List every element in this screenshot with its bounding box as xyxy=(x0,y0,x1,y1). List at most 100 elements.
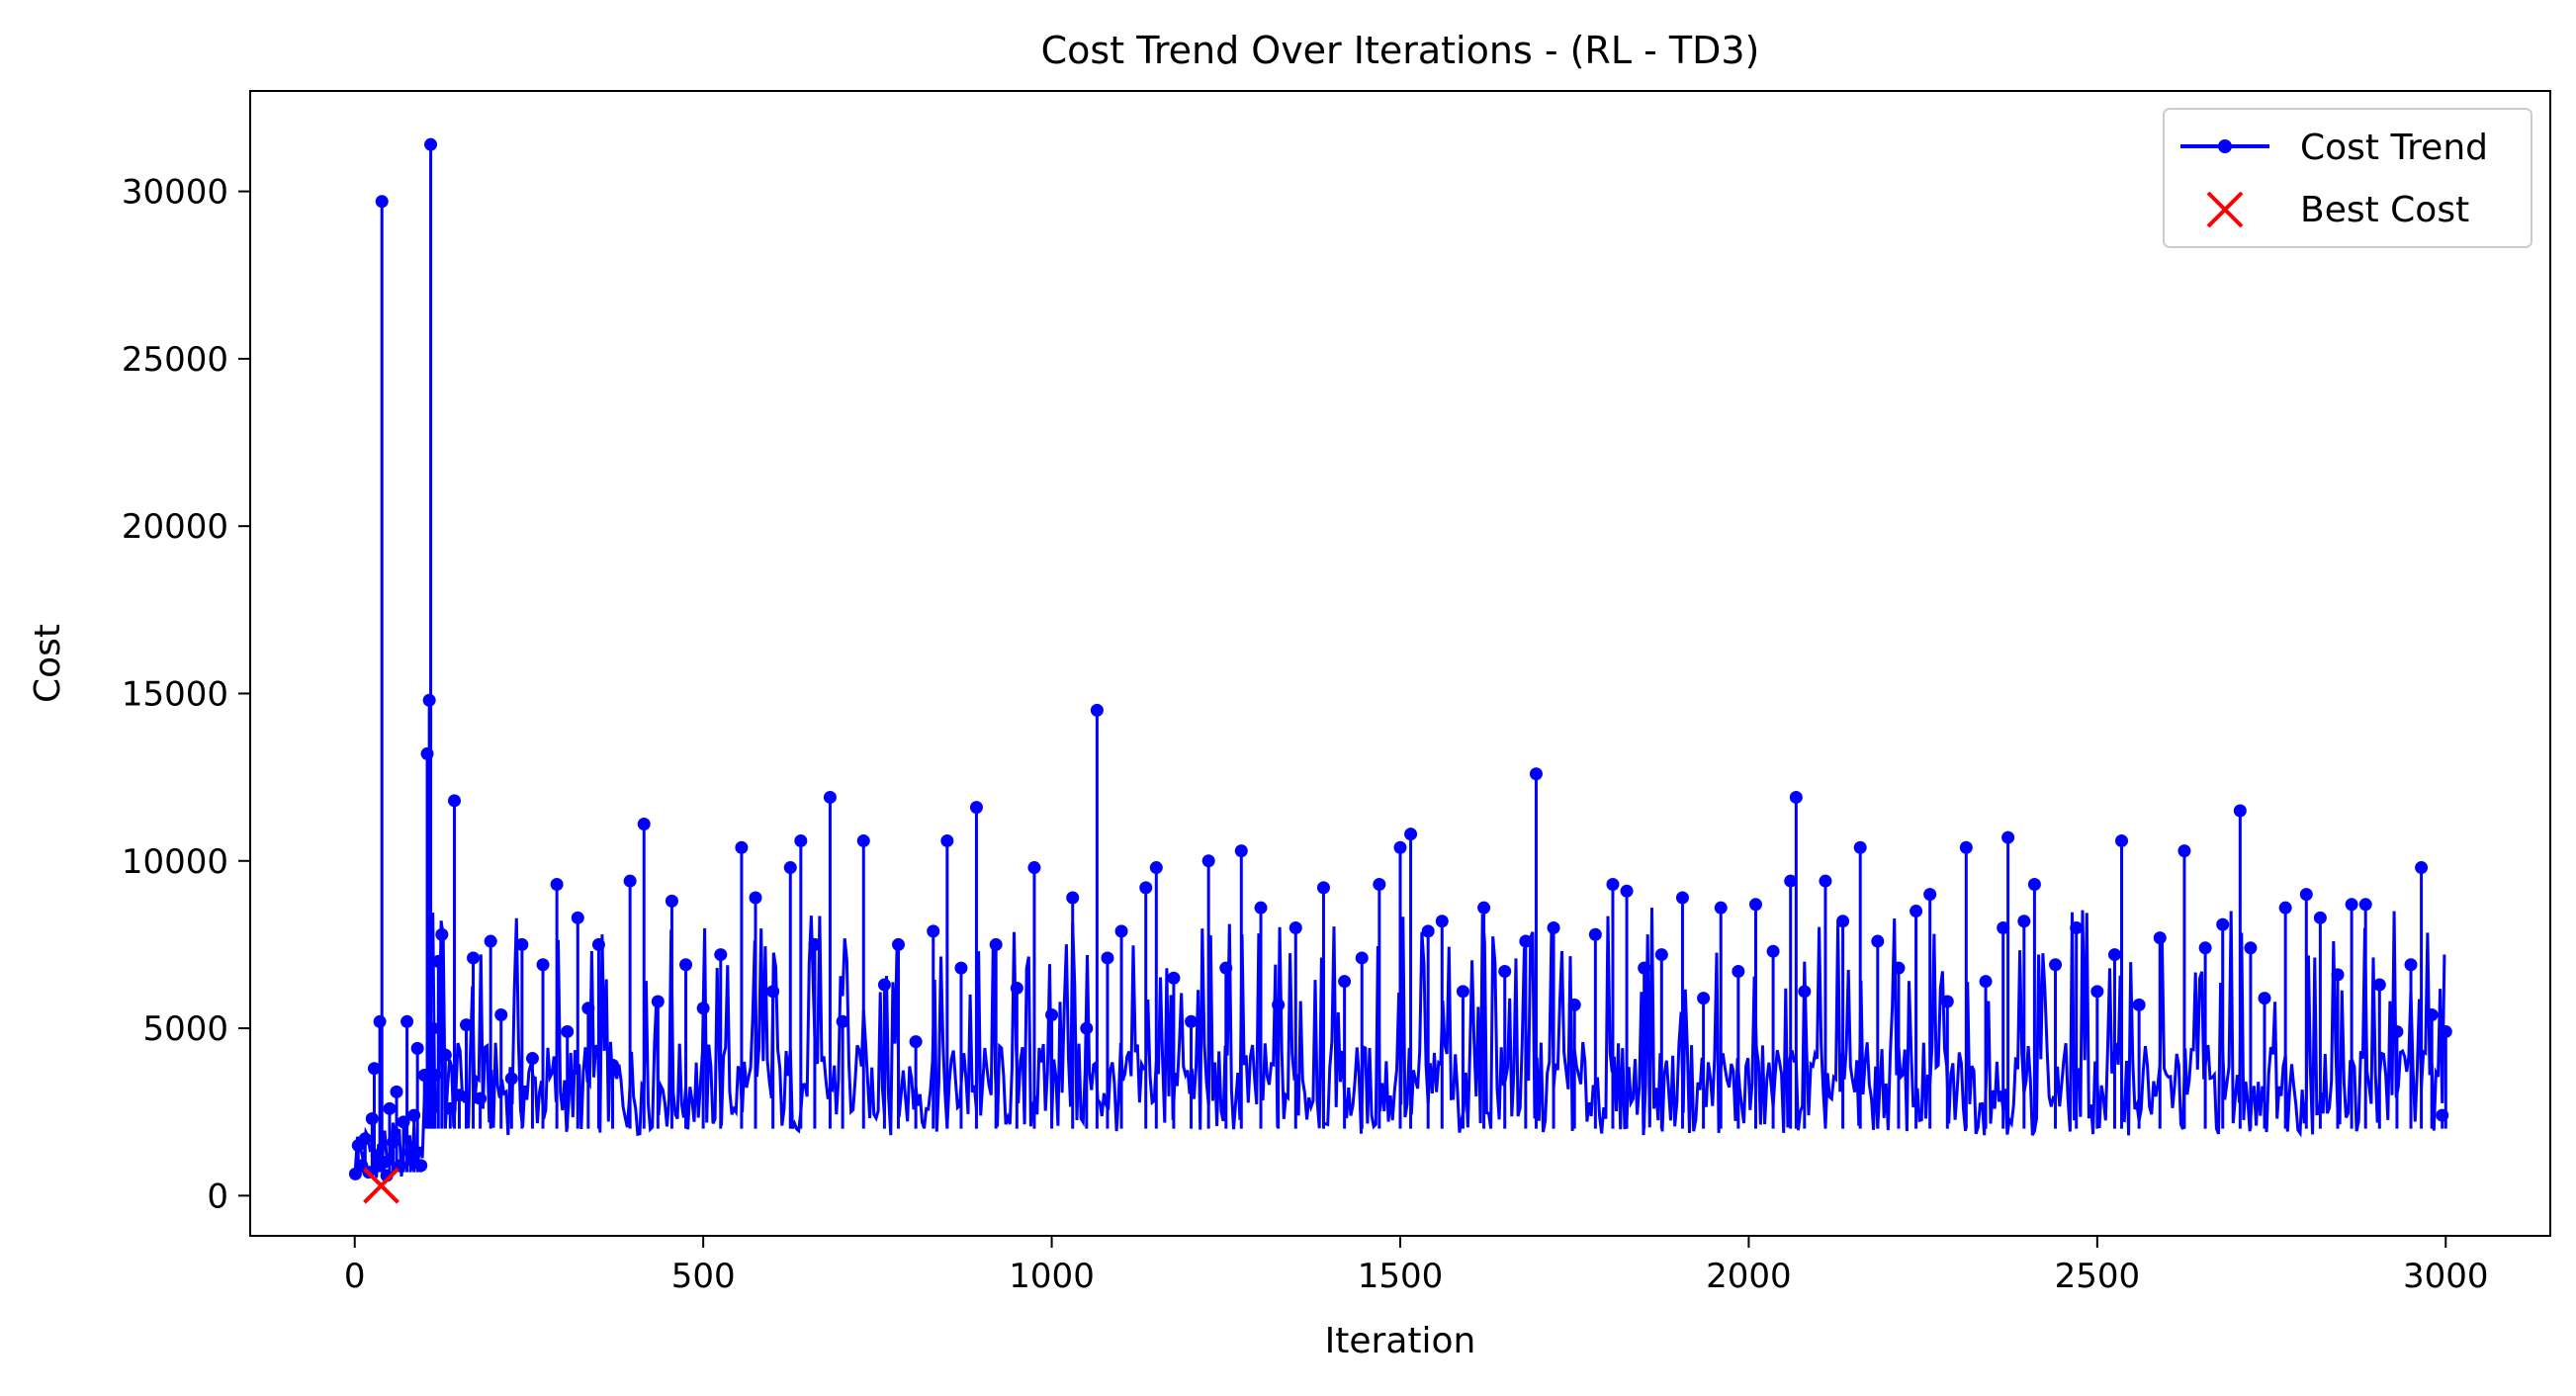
cost-trend-point xyxy=(1871,934,1885,948)
cost-trend-point xyxy=(1234,844,1248,858)
cost-trend-point xyxy=(2153,931,2167,945)
cost-trend-point xyxy=(969,801,983,815)
cost-trend-point xyxy=(452,1089,466,1102)
cost-trend-point xyxy=(1316,881,1330,895)
legend-x-marker xyxy=(2206,191,2244,228)
cost-trend-point xyxy=(2313,911,2327,924)
y-tick-label: 10000 xyxy=(122,842,228,882)
cost-trend-point xyxy=(474,1091,488,1105)
cost-trend-point xyxy=(794,833,808,847)
cost-trend-point xyxy=(494,1008,508,1022)
cost-trend-point xyxy=(1066,891,1080,905)
cost-trend-point xyxy=(1519,934,1533,948)
cost-trend-point xyxy=(1045,1008,1059,1022)
cost-trend-point xyxy=(2358,898,2372,912)
cost-trend-point xyxy=(651,995,665,1008)
cost-trend-point xyxy=(1114,924,1128,938)
cost-trend-point xyxy=(2244,941,2258,955)
cost-trend-point xyxy=(561,1024,575,1038)
cost-trend-point xyxy=(383,1101,397,1115)
cost-trend-point xyxy=(377,1156,391,1170)
cost-trend-point xyxy=(606,1058,620,1072)
cost-trend-point xyxy=(1620,884,1634,898)
x-axis-label: Iteration xyxy=(1325,1321,1476,1361)
cost-trend-point xyxy=(438,1048,452,1062)
x-tick-label: 0 xyxy=(344,1257,366,1296)
y-tick-label: 30000 xyxy=(122,173,228,213)
cost-trend-point xyxy=(1529,767,1543,781)
cost-trend-point xyxy=(2070,920,2084,934)
cost-trend-point xyxy=(435,927,449,941)
cost-trend-point xyxy=(515,937,529,951)
cost-trend-point xyxy=(2027,877,2041,891)
cost-trend-point xyxy=(1167,971,1181,985)
cost-trend-point xyxy=(1272,998,1286,1011)
cost-trend-point xyxy=(467,951,481,965)
cost-trend-point xyxy=(484,934,497,948)
cost-trend-point xyxy=(909,1035,923,1049)
cost-trend-point xyxy=(2177,844,2191,858)
cost-trend-point xyxy=(1456,985,1469,999)
cost-trend-point xyxy=(2049,958,2063,972)
cost-trend-point xyxy=(571,911,584,924)
cost-trend-point xyxy=(766,985,780,999)
y-tick-label: 25000 xyxy=(122,340,228,380)
cost-trend-point xyxy=(696,1002,710,1015)
cost-trend-point xyxy=(2345,898,2358,912)
cost-trend-point xyxy=(2278,901,2292,915)
cost-trend-point xyxy=(1654,948,1668,962)
cost-trend-point xyxy=(1185,1014,1199,1028)
x-tick-label: 2000 xyxy=(1706,1257,1792,1296)
cost-trend-point xyxy=(367,1062,381,1076)
cost-trend-point xyxy=(1373,877,1386,891)
cost-trend-point xyxy=(426,1021,440,1035)
y-tick-label: 0 xyxy=(207,1177,228,1216)
cost-trend-point xyxy=(877,978,891,992)
cost-trend-point xyxy=(460,1018,474,1032)
cost-trend-point xyxy=(2090,985,2104,999)
cost-trend-point xyxy=(2390,1024,2404,1038)
best-cost-marker xyxy=(363,1167,400,1204)
cost-trend-point xyxy=(1421,924,1435,938)
cost-trend-point xyxy=(1588,927,1602,941)
cost-trend-point xyxy=(358,1132,372,1146)
y-tick-label: 5000 xyxy=(142,1009,228,1049)
cost-trend-point xyxy=(808,937,822,951)
cost-trend-point xyxy=(448,794,462,808)
cost-trend-point xyxy=(365,1111,379,1125)
cost-trend-point xyxy=(927,924,940,938)
cost-trend-point xyxy=(2001,830,2015,844)
cost-trend-point xyxy=(1959,840,1973,854)
chart-title: Cost Trend Over Iterations - (RL - TD3) xyxy=(1041,29,1760,72)
cost-trend-point xyxy=(1606,877,1620,891)
cost-trend-point xyxy=(836,1014,849,1028)
cost-trend-point xyxy=(1435,915,1449,928)
cost-trend-point xyxy=(1732,965,1745,979)
cost-trend-point xyxy=(1997,920,2010,934)
cost-trend-point xyxy=(1547,920,1560,934)
x-tick-label: 1000 xyxy=(1009,1257,1095,1296)
legend-entry-cost-trend: Cost Trend xyxy=(2300,128,2488,168)
cost-trend-point xyxy=(665,894,678,908)
x-tick-label: 3000 xyxy=(2403,1257,2489,1296)
cost-trend-point xyxy=(1714,901,1728,915)
cost-trend-point xyxy=(2439,1024,2452,1038)
cost-trend-point xyxy=(1010,981,1023,995)
cost-trend-point xyxy=(1149,861,1163,875)
cost-trend-point xyxy=(2299,888,2313,902)
cost-trend-point xyxy=(1393,840,1407,854)
cost-trend-point xyxy=(1477,901,1491,915)
cost-trend-point xyxy=(1027,861,1041,875)
y-tick-label: 20000 xyxy=(122,507,228,547)
cost-trend-point xyxy=(410,1041,424,1055)
cost-trend-point xyxy=(373,1014,387,1028)
cost-trend-point xyxy=(400,1014,414,1028)
plot-area xyxy=(348,137,2452,1204)
legend-box xyxy=(2163,108,2532,248)
cost-trend-point xyxy=(1748,898,1762,912)
cost-trend-point xyxy=(637,818,651,831)
y-axis: 0 5000 10000 15000 20000 25000 30000 xyxy=(122,173,250,1216)
cost-trend-point xyxy=(735,840,749,854)
cost-trend-point xyxy=(940,833,954,847)
